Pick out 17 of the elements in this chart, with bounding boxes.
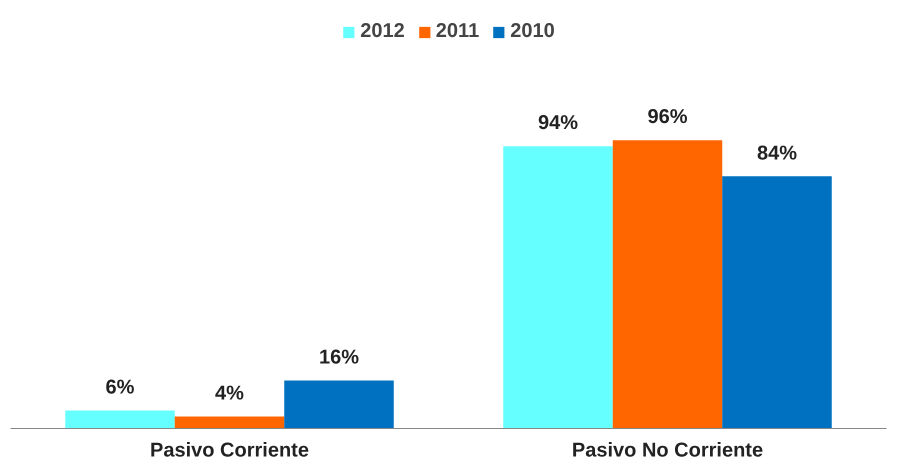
bar bbox=[284, 380, 394, 428]
legend-label: 2011 bbox=[436, 20, 480, 43]
data-label: 94% bbox=[538, 112, 578, 134]
data-label: 16% bbox=[318, 346, 360, 368]
x-tick-label: Pasivo Corriente bbox=[150, 440, 309, 462]
bar bbox=[174, 416, 284, 428]
bar bbox=[503, 146, 613, 428]
bar bbox=[65, 410, 175, 428]
data-label: 84% bbox=[756, 142, 798, 164]
data-label: 96% bbox=[647, 106, 688, 128]
legend-label: 2012 bbox=[360, 20, 405, 43]
data-label: 4% bbox=[215, 382, 244, 404]
data-label: 6% bbox=[106, 376, 135, 398]
legend-label: 2010 bbox=[510, 20, 555, 43]
bar bbox=[722, 176, 832, 428]
x-tick-label: Pasivo No Corriente bbox=[572, 440, 764, 462]
bar bbox=[612, 140, 722, 428]
